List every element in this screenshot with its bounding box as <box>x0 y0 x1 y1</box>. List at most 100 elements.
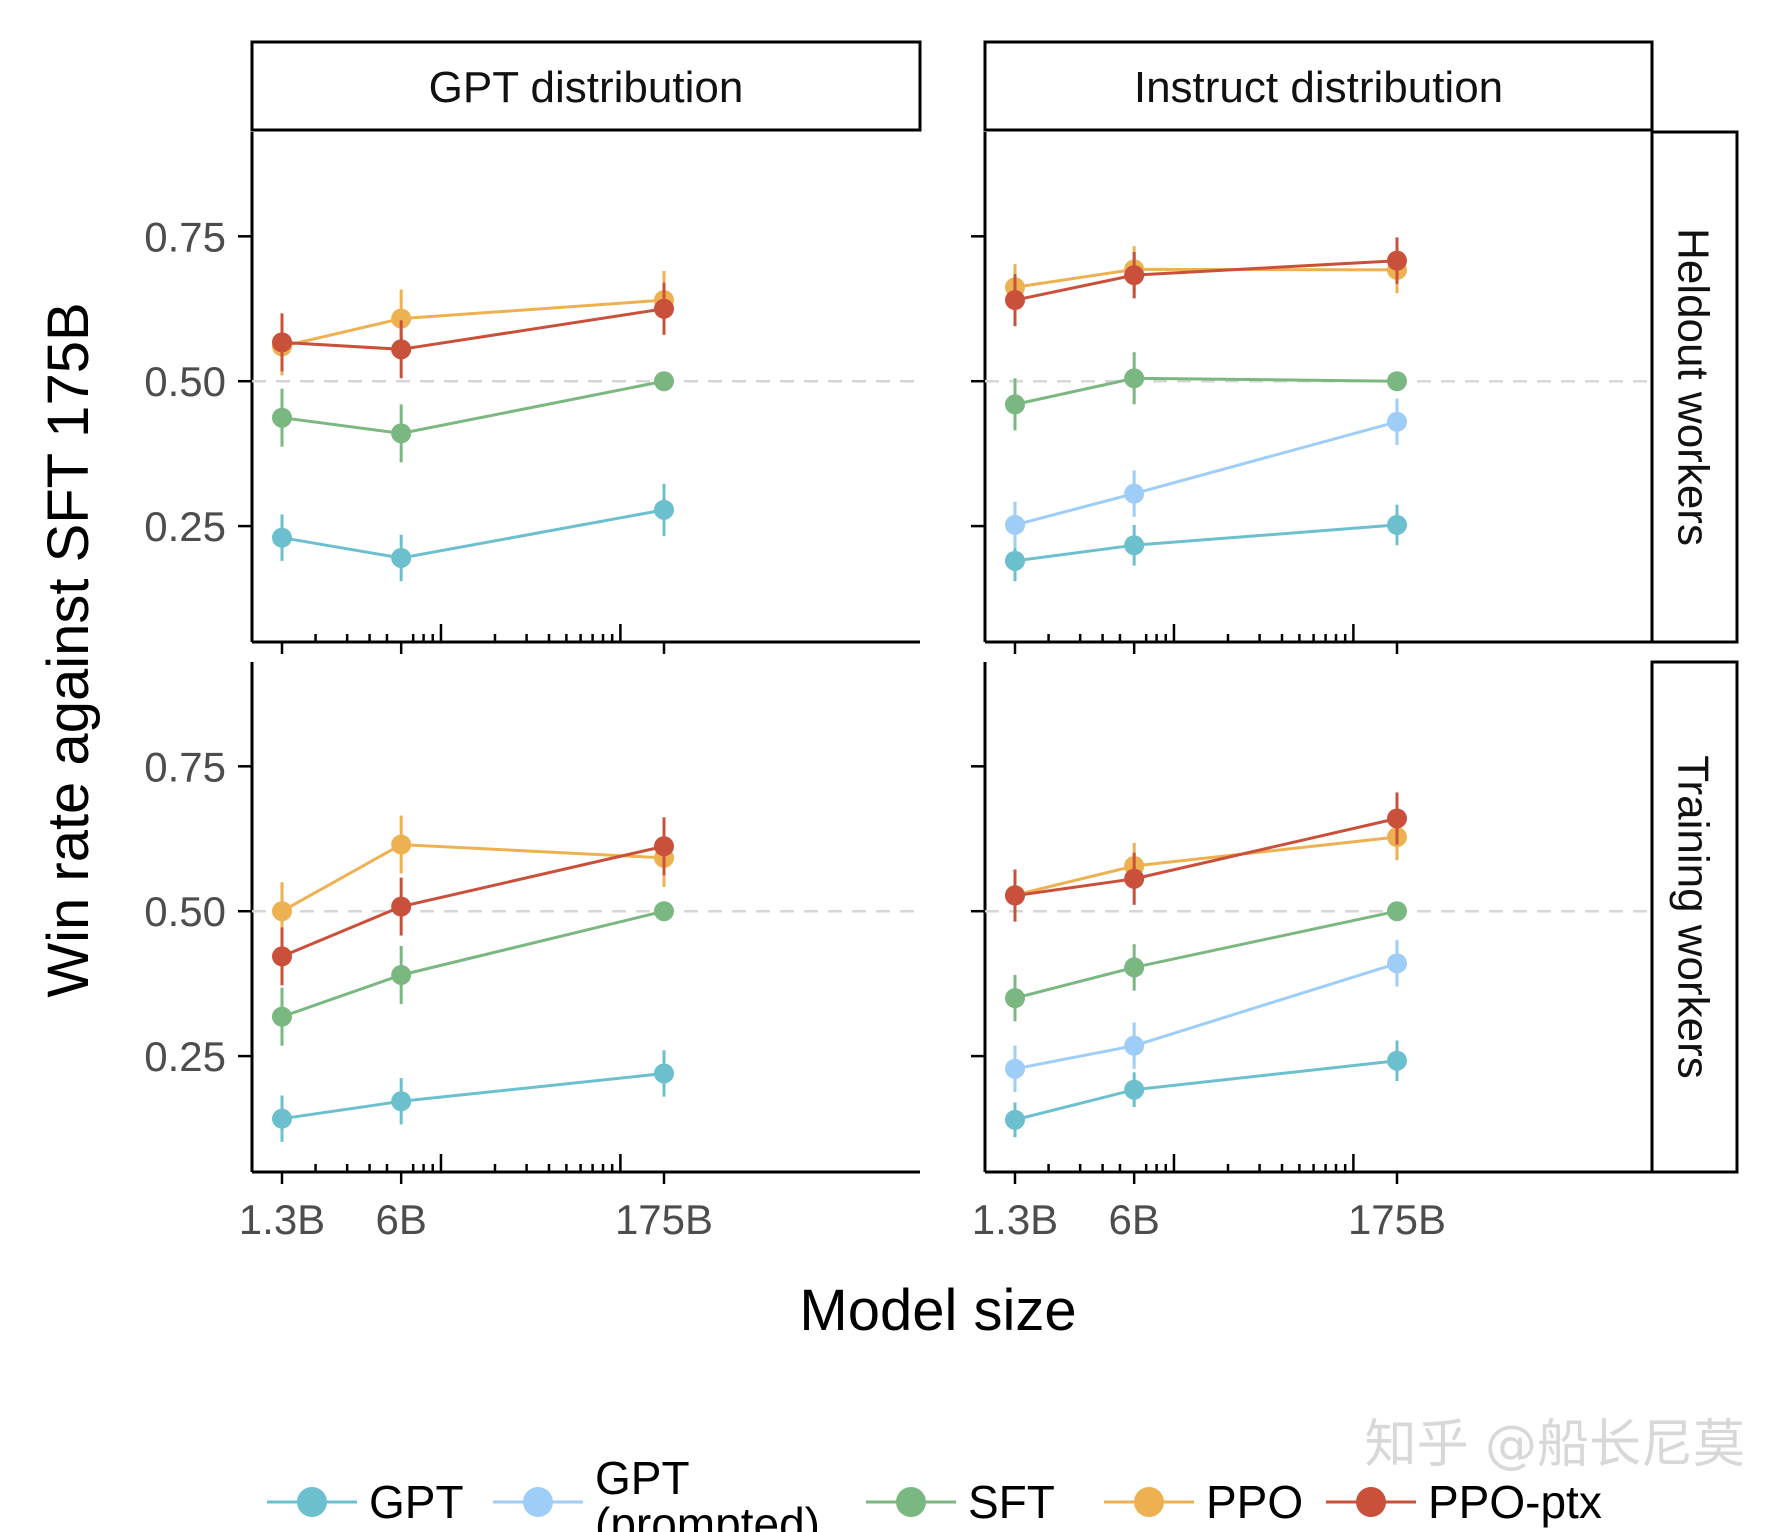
y-axis-title: Win rate against SFT 175B <box>36 302 101 997</box>
panel-1-1-point-ppo-ptx-2 <box>654 298 674 319</box>
column-strip-label-2: Instruct distribution <box>1134 63 1503 112</box>
panel-2-1-y-tick-label-1: 0.50 <box>144 888 226 935</box>
panel-1-2-point-gpt-prompted-0 <box>1005 514 1025 535</box>
legend-marker-ppo <box>1134 1487 1164 1517</box>
panel-1-1-point-ppo-1 <box>391 308 412 329</box>
x-axis-title: Model size <box>799 1278 1076 1343</box>
panel-2-2-point-gpt-prompted-1 <box>1124 1035 1145 1056</box>
legend-marker-gpt <box>297 1487 327 1517</box>
legend-label-ppo-ptx: PPO-ptx <box>1428 1476 1602 1528</box>
panel-1-2-series-sft <box>1005 352 1407 431</box>
legend-label-gpt-prompted-line-0: GPT <box>595 1452 690 1504</box>
panel-2-1-point-sft-0 <box>272 1006 292 1027</box>
panel-1-1-point-sft-0 <box>272 407 292 428</box>
chart-body: GPT distribution Instruct distribution Hel… <box>36 40 1739 1343</box>
panel-2-2-series-ppo-ptx <box>1005 792 1407 922</box>
panel-2-1-point-ppo-1 <box>391 834 412 855</box>
panel-2-1-point-ppo-0 <box>272 901 292 922</box>
watermark: 知乎 @船长尼莫 <box>1364 1415 1745 1475</box>
panel-1-2-series-gpt <box>1005 504 1407 582</box>
panel-1-2-point-ppo-ptx-2 <box>1387 250 1407 271</box>
legend-item-gpt: GPT <box>267 1476 464 1528</box>
panel-2-1-point-ppo-ptx-2 <box>654 836 674 857</box>
panel-1-2-point-sft-2 <box>1387 371 1407 392</box>
panel-1-1-series-ppo-ptx <box>272 282 674 379</box>
panel-2-2-point-sft-2 <box>1387 901 1407 922</box>
panel-1-2-point-ppo-ptx-1 <box>1124 265 1145 286</box>
panel-1-1-y-tick-label-1: 0.50 <box>144 358 226 405</box>
panel-1-1-point-sft-2 <box>654 371 674 392</box>
legend-marker-ppo-ptx <box>1356 1487 1386 1517</box>
panel-2-1-point-gpt-2 <box>654 1063 674 1084</box>
panel-2-1-series-sft <box>272 901 674 1046</box>
panel-2-2-series-sft <box>1005 901 1407 1022</box>
panel-1-2-point-gpt-prompted-2 <box>1387 411 1407 432</box>
panel-1-1-point-gpt-1 <box>391 547 412 568</box>
panel-1-1-point-sft-1 <box>391 423 412 444</box>
panel-2-1-x-tick-label-2: 175B <box>615 1196 713 1243</box>
panel-2-2-point-ppo-ptx-0 <box>1005 885 1025 906</box>
panel-1-2-point-sft-0 <box>1005 394 1025 415</box>
panel-1-1-point-ppo-ptx-1 <box>391 339 412 360</box>
panel-1-1-series-gpt <box>272 483 674 582</box>
panel-1-2-point-gpt-0 <box>1005 550 1025 571</box>
panel-2-2-point-ppo-ptx-2 <box>1387 808 1407 829</box>
legend-marker-gpt-prompted <box>523 1487 553 1517</box>
panel-2-2-series-gpt-prompted <box>1005 940 1407 1093</box>
panel-2-1-x-tick-label-1: 6B <box>375 1196 426 1243</box>
column-strip-1 <box>250 40 922 132</box>
row-strip-2 <box>1650 660 1739 1174</box>
panel-2-2-point-gpt-2 <box>1387 1050 1407 1071</box>
panel-1-1-point-gpt-0 <box>272 527 292 548</box>
panel-2-2-x-tick-label-0: 1.3B <box>972 1196 1058 1243</box>
legend-item-sft: SFT <box>866 1476 1055 1528</box>
legend-label-gpt-prompted-line-1: (prompted) <box>595 1498 820 1532</box>
panel-2-2-series-gpt <box>1005 1040 1407 1138</box>
legend-label-sft: SFT <box>968 1476 1055 1528</box>
panel-2-1-y-tick-label-0: 0.25 <box>144 1033 226 1080</box>
panel-2-2-point-gpt-1 <box>1124 1079 1145 1100</box>
panel-1-1-y-tick-label-2: 0.75 <box>144 213 226 260</box>
legend-label-gpt: GPT <box>369 1476 464 1528</box>
panel-1-2-point-gpt-1 <box>1124 535 1145 556</box>
legend: GPT GPT(prompted) SFT PPO PPO-ptx <box>267 1452 1602 1532</box>
column-strip-label-1: GPT distribution <box>429 63 744 112</box>
panel-1-2-point-gpt-prompted-1 <box>1124 483 1145 504</box>
panel-2-2-point-sft-0 <box>1005 988 1025 1009</box>
panel-1-2-series-gpt-prompted <box>1005 398 1407 549</box>
panel-2-1-point-ppo-ptx-0 <box>272 946 292 967</box>
panel-1-1-point-gpt-2 <box>654 499 674 520</box>
panel-2-2-point-ppo-ptx-1 <box>1124 868 1145 889</box>
panel-2-1-point-sft-1 <box>391 964 412 985</box>
panel-1-2-point-gpt-2 <box>1387 514 1407 535</box>
panel-2-1-x-tick-label-0: 1.3B <box>239 1196 325 1243</box>
panel-1-1-series-sft <box>272 371 674 463</box>
panel-2-1-series-ppo-ptx <box>272 817 674 986</box>
panel-2-2-x-tick-label-2: 175B <box>1348 1196 1446 1243</box>
panel-2-1-point-gpt-1 <box>391 1091 412 1112</box>
panel-2-1-point-ppo-ptx-1 <box>391 896 412 917</box>
panel-1-2-series-ppo-ptx <box>1005 237 1407 327</box>
panel-1-1-y-tick-label-0: 0.25 <box>144 503 226 550</box>
panel-2-2-point-sft-1 <box>1124 957 1145 978</box>
row-strip-1 <box>1650 130 1739 644</box>
panel-1-1-point-ppo-ptx-0 <box>272 332 292 353</box>
legend-label-ppo: PPO <box>1206 1476 1303 1528</box>
panel-1-2-point-ppo-ptx-0 <box>1005 290 1025 311</box>
legend-item-ppo: PPO <box>1104 1476 1303 1528</box>
legend-marker-sft <box>896 1487 926 1517</box>
panel-2-2-point-gpt-prompted-2 <box>1387 953 1407 974</box>
panel-1-2-point-sft-1 <box>1124 368 1145 389</box>
panel-2-2-point-gpt-prompted-0 <box>1005 1058 1025 1079</box>
panel-2-2-x-tick-label-1: 6B <box>1108 1196 1159 1243</box>
panel-2-1-series-gpt <box>272 1050 674 1142</box>
legend-item-gpt-prompted: GPT(prompted) <box>493 1452 820 1532</box>
panel-2-1-point-gpt-0 <box>272 1108 292 1129</box>
panel-2-1-y-tick-label-2: 0.75 <box>144 743 226 790</box>
panel-2-2-point-gpt-0 <box>1005 1109 1025 1130</box>
row-strip-label-1: Heldout workers <box>1669 228 1718 546</box>
panel-2-1-point-sft-2 <box>654 901 674 922</box>
column-strip-2 <box>983 40 1654 132</box>
row-strip-label-2: Training workers <box>1669 755 1718 1079</box>
